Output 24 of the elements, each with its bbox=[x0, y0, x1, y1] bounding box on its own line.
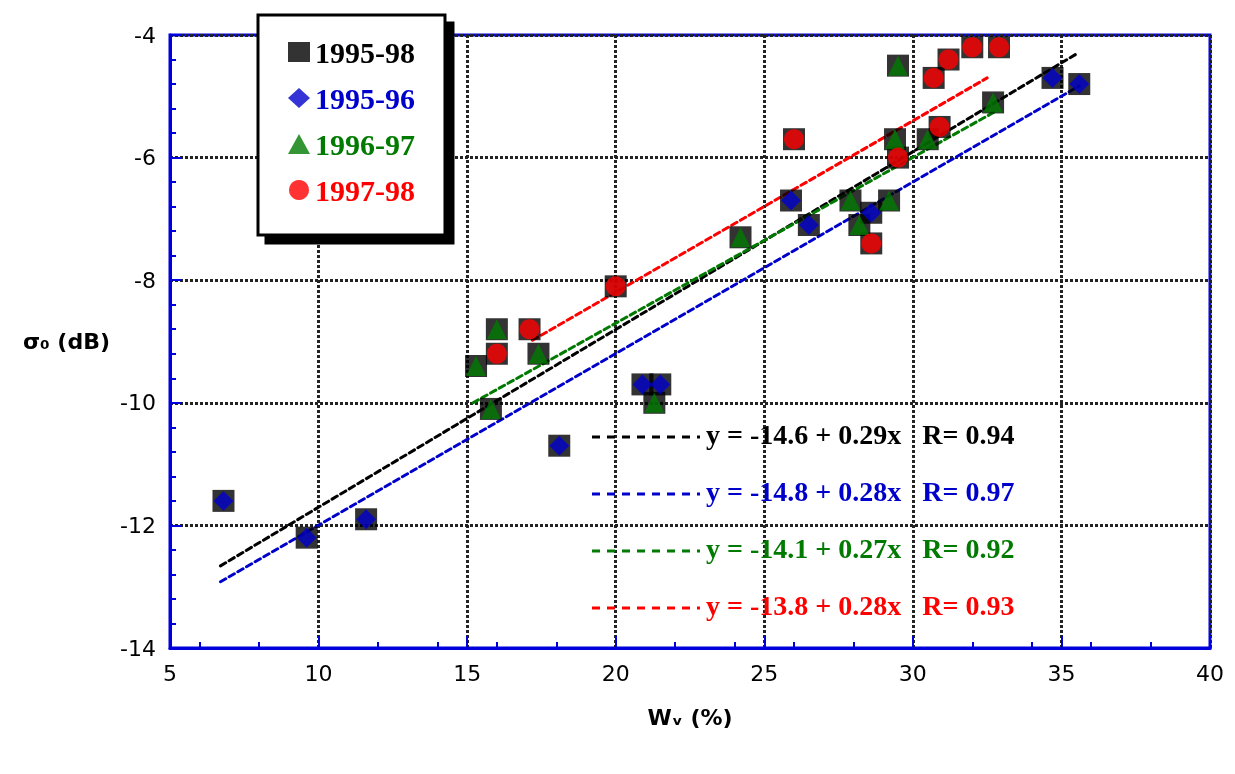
annotation: y = -14.6 + 0.29x R= 0.94 bbox=[706, 418, 1015, 450]
y-tick-label: -8 bbox=[134, 267, 156, 293]
annotation: y = -14.8 + 0.28x R= 0.97 bbox=[706, 475, 1015, 507]
annotation: y = -13.8 + 0.28x R= 0.93 bbox=[706, 589, 1015, 621]
y-tick-label: -6 bbox=[134, 145, 156, 171]
y-tick-label: -14 bbox=[120, 635, 156, 661]
x-tick-label: 35 bbox=[1047, 660, 1076, 686]
x-axis-title: Wᵥ (%) bbox=[647, 704, 733, 730]
x-tick-label: 10 bbox=[304, 660, 333, 686]
x-tick-label: 20 bbox=[601, 660, 630, 686]
legend-label: 1997-98 bbox=[315, 173, 415, 207]
x-tick-label: 40 bbox=[1196, 660, 1224, 686]
x-tick-label: 5 bbox=[163, 660, 177, 686]
legend-label: 1995-96 bbox=[315, 81, 415, 115]
y-tick-label: -12 bbox=[120, 512, 156, 538]
y-axis-title: σ₀ (dB) bbox=[22, 329, 110, 354]
legend-label: 1995-98 bbox=[315, 35, 415, 69]
annotation: y = -14.1 + 0.27x R= 0.92 bbox=[706, 532, 1015, 564]
x-tick-label: 25 bbox=[750, 660, 779, 686]
y-tick-label: -10 bbox=[120, 390, 156, 416]
x-tick-label: 30 bbox=[898, 660, 927, 686]
y-tick-label: -4 bbox=[134, 22, 156, 48]
x-tick-label: 15 bbox=[453, 660, 482, 686]
legend-label: 1996-97 bbox=[315, 127, 415, 161]
